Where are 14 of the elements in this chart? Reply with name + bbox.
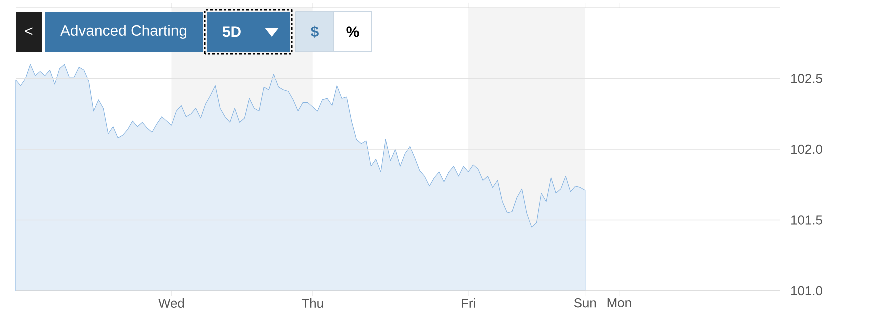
annotation: $ bbox=[311, 26, 319, 38]
x-tick-label: Fri bbox=[462, 298, 476, 308]
annotation: 5D bbox=[222, 26, 241, 38]
x-tick-label: Sun bbox=[574, 298, 596, 308]
x-tick-label: Mon bbox=[608, 298, 632, 308]
y-tick-label: 101.5 bbox=[792, 216, 822, 225]
y-tick-label: 101.0 bbox=[792, 286, 822, 296]
x-tick-label: Wed bbox=[158, 298, 184, 308]
annotation: Advanced Charting bbox=[60, 25, 187, 39]
x-tick-label: Thu bbox=[302, 298, 324, 308]
annotation: < bbox=[25, 28, 33, 36]
y-tick-label: 102.0 bbox=[792, 144, 822, 154]
y-tick-label: 102.5 bbox=[792, 74, 822, 84]
annotation: % bbox=[346, 26, 360, 38]
